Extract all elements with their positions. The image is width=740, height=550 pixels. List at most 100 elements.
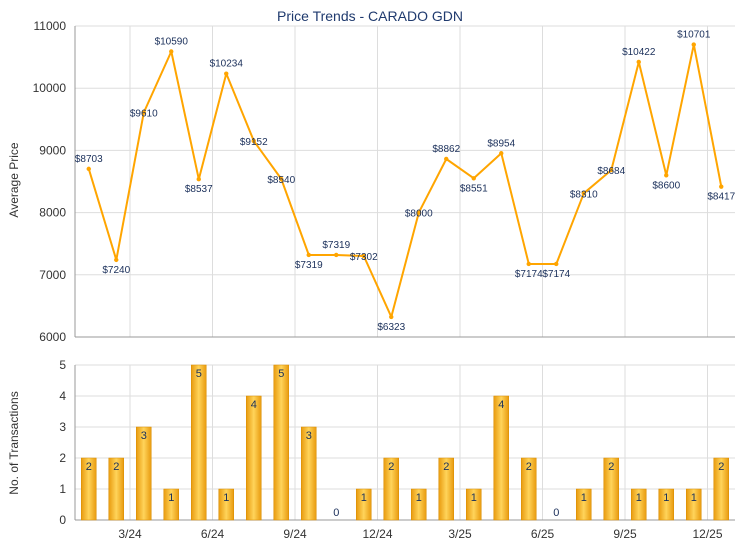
transaction-count-label: 1 [416,492,422,504]
price-data-label: $9610 [130,108,158,119]
price-data-label: $8000 [405,209,433,220]
transactions-panel: 0 1 2 3 4 5 3/24 6/24 9/24 12/24 3/25 6/25 9/25 12/25… [59,358,735,541]
price-point [169,49,174,54]
transaction-count-label: 0 [553,507,559,519]
x-tick-label: 12/25 [692,527,722,541]
price-point [279,176,284,182]
transaction-count-label: 5 [278,368,284,380]
x-tick-label: 3/25 [448,527,472,541]
transaction-bar [108,457,124,521]
transaction-count-label: 1 [691,492,697,504]
price-data-label: $7174 [542,269,570,280]
price-point [554,261,559,267]
transactions-y-tick-label: 4 [59,389,66,403]
price-point [636,59,641,65]
price-point [86,166,91,172]
transaction-count-label: 2 [608,461,614,473]
price-point [361,253,366,259]
transaction-count-label: 2 [443,461,449,473]
transaction-bar [438,457,454,521]
price-point [691,42,696,47]
price-y-tick-label: 7000 [39,268,66,282]
transaction-count-label: 3 [141,430,147,442]
price-point [719,184,724,189]
price-data-label: $9152 [240,137,268,148]
price-data-label: $8537 [185,184,213,195]
price-point [444,156,449,162]
price-panel: 6000 7000 8000 9000 10000 11000 $8703 $7240 $961… [33,19,736,344]
transaction-count-label: 2 [718,461,724,473]
price-data-label: $8540 [267,175,295,186]
transaction-bar [356,488,372,521]
transaction-count-label: 2 [526,461,532,473]
price-point [609,167,614,173]
transaction-bar [686,488,702,521]
transactions-y-tick-label: 0 [59,513,66,527]
transaction-bar [163,488,179,521]
price-data-label: $10422 [622,47,656,58]
x-tick-label: 6/24 [201,527,225,541]
transaction-bar [411,488,427,521]
transactions-y-tick-label: 5 [59,358,66,372]
price-series-line [87,43,723,318]
price-data-label: $8684 [597,166,625,177]
transaction-bar [493,395,509,521]
price-point [499,151,504,156]
transaction-count-label: 1 [471,492,477,504]
price-data-label: $10234 [210,59,244,70]
transaction-bar [273,364,289,521]
price-point [416,210,421,215]
transaction-bar [246,395,262,521]
price-y-tick-label: 10000 [33,81,67,95]
transaction-count-label: 1 [581,492,587,504]
transactions-y-tick-label: 2 [59,451,66,465]
transaction-bar [713,457,729,521]
transactions-y-axis-label: No. of Transactions [7,391,21,494]
transaction-bar [383,457,399,521]
price-point [251,138,256,144]
transaction-bar [631,488,647,521]
price-y-axis-label: Average Price [7,142,21,217]
price-point [526,261,531,267]
price-data-label: $8703 [75,154,103,165]
transaction-bar [218,488,234,521]
transaction-bar [191,364,207,521]
price-data-label: $10590 [155,37,189,48]
transaction-count-label: 4 [251,399,257,411]
transaction-count-label: 1 [663,492,669,504]
price-data-label: $7240 [102,265,130,276]
transactions-y-tick-label: 1 [59,482,66,496]
transaction-count-label: 1 [223,492,229,504]
price-point [664,173,669,178]
price-point [224,71,229,76]
price-point [334,252,339,258]
price-point [306,252,311,258]
price-data-label: $10701 [677,30,711,41]
price-data-label: $8600 [652,180,680,191]
price-point [581,191,586,196]
price-y-tick-label: 8000 [39,206,66,220]
price-data-label: $7319 [295,260,323,271]
price-data-label: $8310 [570,189,598,200]
transaction-count-label: 0 [333,507,339,519]
price-data-label: $8862 [432,144,460,155]
transaction-bar [136,426,152,521]
transaction-bar [521,457,537,521]
x-tick-label: 6/25 [531,527,555,541]
transaction-count-label: 1 [168,492,174,504]
transaction-bar [301,426,317,521]
price-data-label: $7174 [515,269,543,280]
transaction-count-label: 2 [86,461,92,473]
transaction-bar [576,488,592,521]
price-data-label: $6323 [377,322,405,333]
transaction-count-label: 2 [388,461,394,473]
price-data-label: $8417 [707,192,735,203]
x-tick-label: 12/24 [362,527,392,541]
transaction-count-label: 1 [361,492,367,504]
transaction-count-label: 2 [113,461,119,473]
transaction-count-label: 4 [498,399,504,411]
price-point [389,314,394,320]
x-tick-label: 3/24 [118,527,142,541]
transaction-count-label: 5 [196,368,202,380]
